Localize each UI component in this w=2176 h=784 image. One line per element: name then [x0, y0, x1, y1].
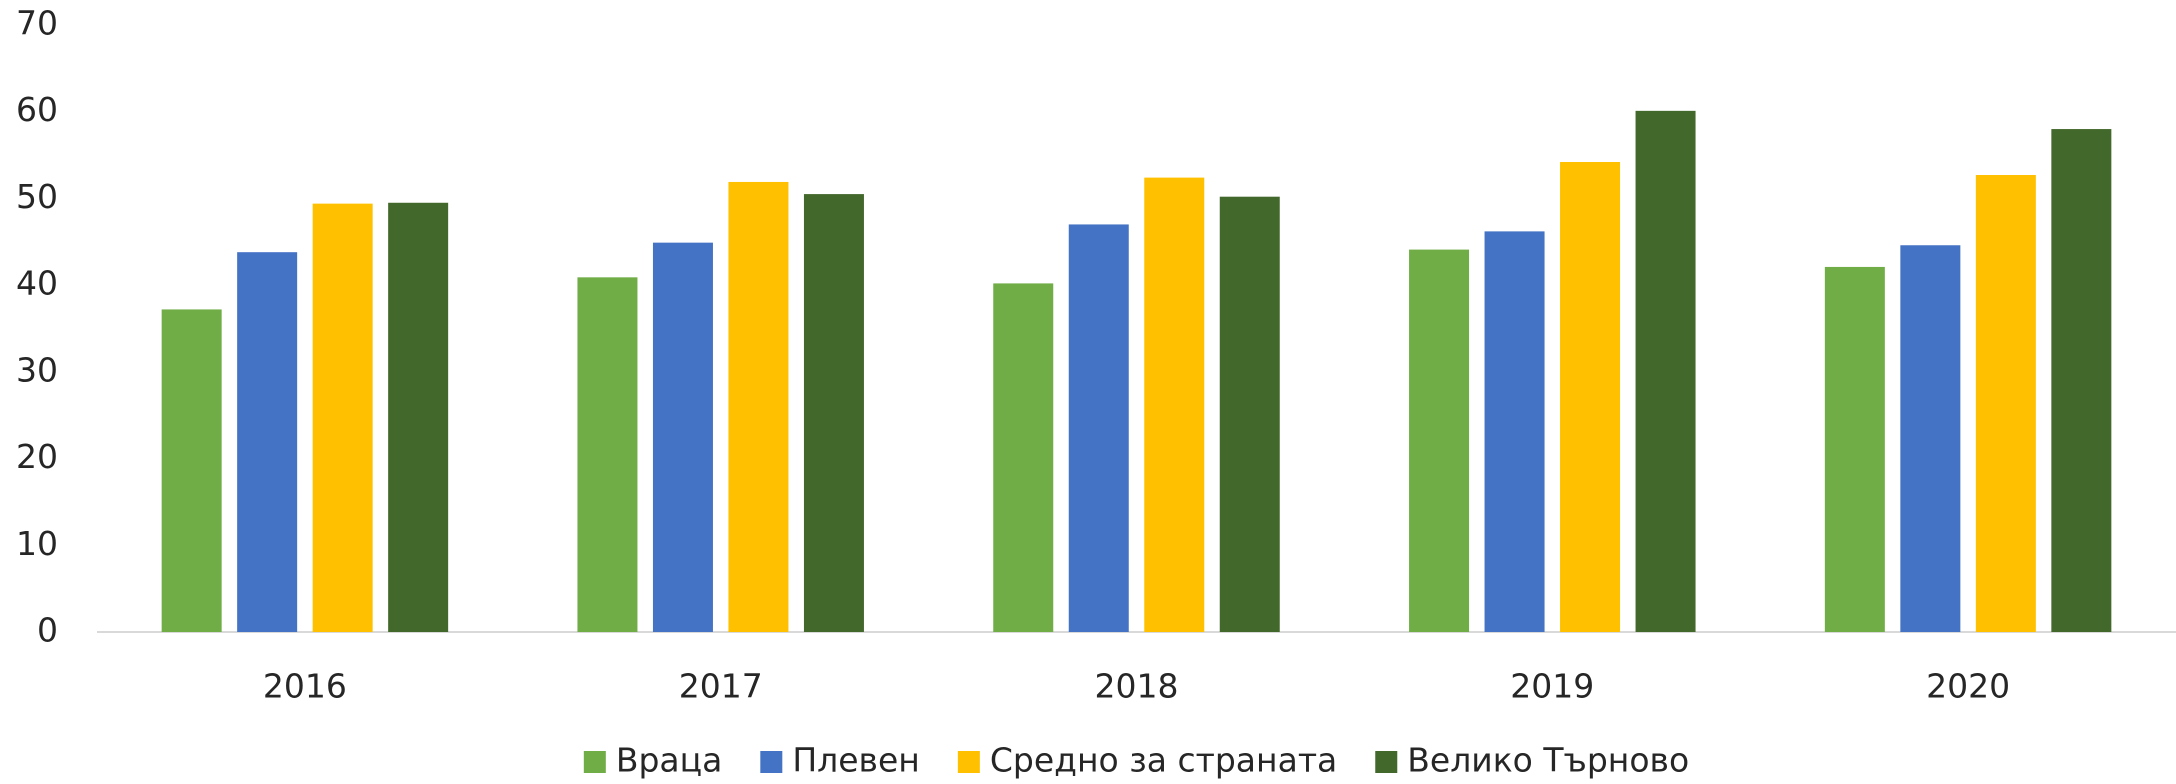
- y-tick-label: 40: [16, 264, 58, 303]
- bar: [1219, 196, 1280, 633]
- y-tick-label: 50: [16, 177, 58, 216]
- x-tick-label: 2017: [679, 667, 763, 706]
- bar: [1560, 162, 1621, 632]
- bar: [1068, 224, 1129, 632]
- bar: [728, 181, 789, 632]
- legend-swatch: [760, 751, 783, 773]
- bar: [1635, 110, 1696, 632]
- bar: [993, 283, 1054, 632]
- bar: [312, 203, 373, 633]
- bar: [388, 202, 449, 632]
- bar: [1975, 175, 2036, 632]
- bar: [1144, 177, 1205, 633]
- bar: [652, 242, 713, 632]
- legend-swatch: [1375, 751, 1398, 773]
- y-tick-label: 10: [16, 524, 58, 563]
- legend-label: Велико Търново: [1407, 741, 1689, 780]
- legend: Враца Плевен Средно за страната Велико Търн…: [583, 741, 1689, 780]
- x-tick-label: 2020: [1926, 667, 2010, 706]
- bar: [1484, 231, 1545, 632]
- bar: [237, 252, 298, 633]
- bar: [1409, 249, 1470, 632]
- y-tick-label: 20: [16, 437, 58, 476]
- bar: [2051, 129, 2112, 633]
- y-tick-label: 70: [16, 4, 58, 43]
- y-tick-label: 60: [16, 90, 58, 129]
- legend-label: Плевен: [792, 741, 920, 780]
- legend-label: Враца: [616, 741, 723, 780]
- x-tick-label: 2016: [263, 667, 347, 706]
- legend-swatch: [957, 751, 980, 773]
- x-tick-label: 2019: [1510, 667, 1594, 706]
- legend-label: Средно за страната: [990, 741, 1337, 780]
- bar: [1824, 266, 1885, 632]
- y-tick-label: 30: [16, 350, 58, 389]
- y-tick-label: 0: [37, 611, 58, 650]
- bar: [161, 309, 222, 632]
- bar: [577, 277, 638, 632]
- bar: [803, 194, 864, 633]
- bar: [1900, 245, 1961, 633]
- x-tick-label: 2018: [1095, 667, 1179, 706]
- legend-swatch: [583, 751, 606, 773]
